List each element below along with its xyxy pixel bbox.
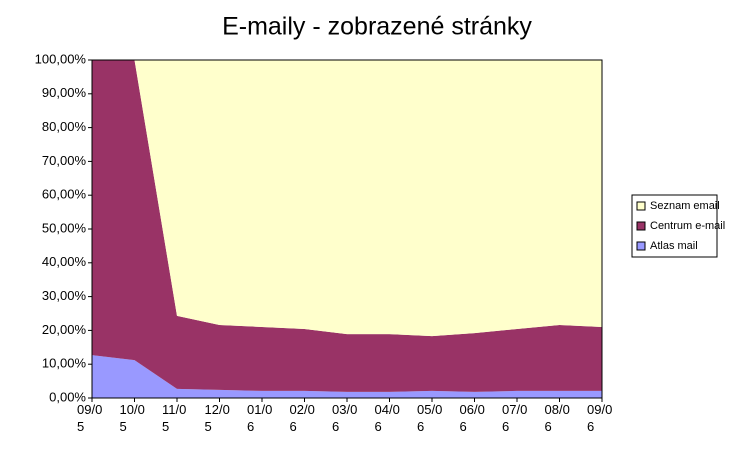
legend-label: Seznam email [650, 200, 720, 212]
x-tick-label: 06/06 [459, 402, 485, 434]
x-tick-label: 11/05 [162, 402, 187, 434]
y-tick-label: 50,00% [42, 220, 87, 235]
x-tick-label: 03/06 [332, 402, 358, 434]
x-tick-label: 02/06 [289, 402, 315, 434]
area [92, 60, 602, 337]
legend-label: Centrum e-mail [650, 220, 725, 232]
legend-swatch [636, 241, 646, 251]
legend-box [631, 194, 718, 258]
x-tick-label: 07/06 [502, 402, 528, 434]
x-tick-label: 09/06 [587, 402, 613, 434]
area [92, 60, 602, 392]
y-tick-label: 70,00% [42, 153, 87, 168]
y-tick-label: 30,00% [42, 288, 87, 303]
y-tick-label: 10,00% [42, 356, 87, 371]
y-tick-label: 60,00% [42, 187, 87, 202]
y-tick-label: 80,00% [42, 119, 87, 134]
area [92, 355, 602, 398]
x-tick-label: 04/06 [374, 402, 400, 434]
x-tick-label: 01/06 [247, 402, 273, 434]
y-tick-label: 100,00% [35, 51, 87, 66]
legend-swatch [636, 201, 646, 211]
x-tick-label: 12/05 [204, 402, 230, 434]
y-tick-label: 0,00% [49, 389, 86, 404]
y-tick-label: 20,00% [42, 322, 87, 337]
chart-title: E-maily - zobrazené stránky [222, 13, 532, 41]
x-tick-label: 09/05 [77, 402, 103, 434]
legend-swatch [636, 221, 646, 231]
x-tick-label: 05/06 [417, 402, 443, 434]
y-tick-label: 90,00% [42, 85, 87, 100]
x-tick-label: 10/05 [119, 402, 145, 434]
y-tick-label: 40,00% [42, 254, 87, 269]
x-tick-label: 08/06 [544, 402, 570, 434]
legend-label: Atlas mail [650, 240, 698, 252]
